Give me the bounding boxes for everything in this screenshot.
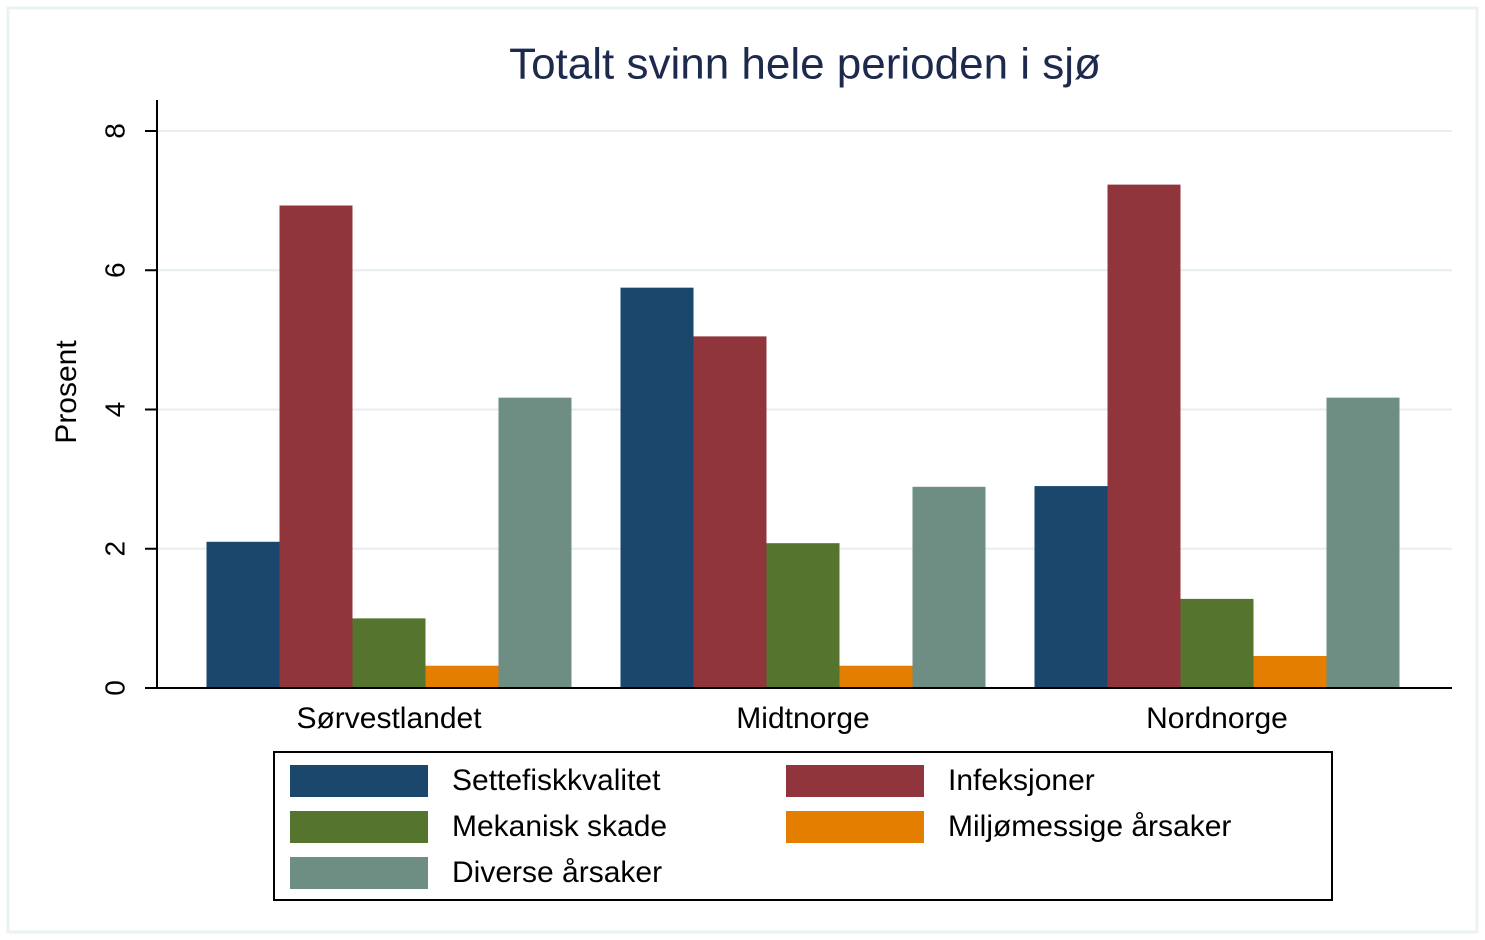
bar [1107,184,1181,688]
x-tick-label: Sørvestlandet [296,702,482,735]
y-tick-label: 0 [99,680,130,696]
x-tick-label: Nordnorge [1146,702,1288,735]
bar [206,541,280,688]
bar [1034,486,1108,688]
legend-swatch [290,811,428,843]
bar [498,397,572,688]
legend-swatch [290,857,428,889]
bar [693,336,767,688]
bar [279,205,353,688]
y-tick-label: 6 [99,262,130,278]
bar [1253,655,1327,688]
legend-swatch [290,765,428,797]
bar [1326,397,1400,688]
bar [839,665,913,688]
bar [912,486,986,688]
bar [352,618,426,688]
legend-label: Settefiskkvalitet [452,764,661,797]
y-tick-label: 4 [99,402,130,418]
chart-title: Totalt svinn hele perioden i sjø [509,40,1101,89]
bar [766,543,840,688]
legend-swatch [786,811,924,843]
y-tick-label: 8 [99,123,130,139]
legend-swatch [786,765,924,797]
bar [620,287,694,688]
legend-label: Miljømessige årsaker [948,810,1231,843]
x-tick-label: Midtnorge [736,702,869,735]
bar [425,665,499,688]
legend-label: Infeksjoner [948,764,1095,797]
legend-label: Mekanisk skade [452,810,667,843]
legend-label: Diverse årsaker [452,856,662,889]
y-tick-label: 2 [99,541,130,557]
bar [1180,598,1254,688]
y-axis-label: Prosent [50,340,83,444]
